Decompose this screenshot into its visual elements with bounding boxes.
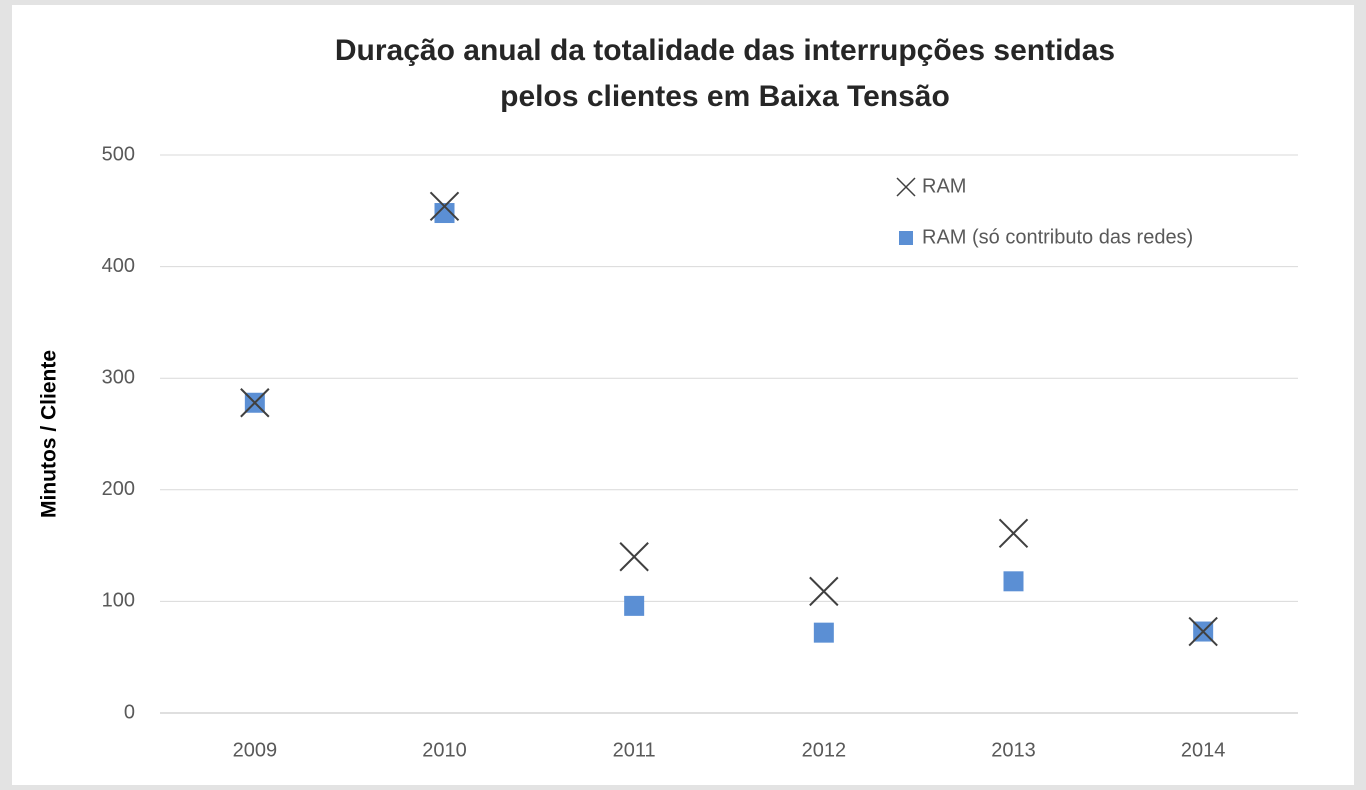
chart-background — [12, 5, 1354, 785]
data-point — [429, 191, 460, 222]
y-tick-label: 200 — [102, 478, 135, 500]
x-tick-label: 2010 — [422, 739, 467, 761]
legend-label: RAM (só contributo das redes) — [922, 226, 1193, 248]
data-point — [1188, 616, 1218, 647]
y-tick-label: 100 — [102, 590, 135, 612]
x-tick-label: 2013 — [991, 739, 1036, 761]
y-tick-label: 0 — [124, 701, 135, 723]
data-point — [624, 595, 645, 616]
x-tick-label: 2012 — [802, 739, 847, 761]
y-axis-title: Minutos / Cliente — [38, 350, 61, 518]
data-point — [813, 622, 834, 643]
data-point — [998, 518, 1029, 549]
x-tick-label: 2009 — [233, 739, 278, 761]
legend-label: RAM — [922, 175, 966, 197]
data-point — [434, 203, 455, 224]
data-point — [1003, 571, 1024, 592]
data-point — [619, 542, 649, 572]
y-tick-label: 400 — [102, 255, 135, 277]
x-tick-label: 2014 — [1181, 739, 1226, 761]
legend-marker — [899, 231, 913, 245]
legend-marker — [896, 177, 916, 197]
chart-title: Duração anual da totalidade das interrup… — [335, 34, 1115, 67]
x-tick-label: 2011 — [613, 739, 656, 761]
y-tick-label: 500 — [102, 143, 135, 165]
y-tick-label: 300 — [102, 366, 135, 388]
data-point — [809, 576, 839, 607]
chart-subtitle: pelos clientes em Baixa Tensão — [500, 80, 950, 113]
data-point — [240, 388, 270, 418]
